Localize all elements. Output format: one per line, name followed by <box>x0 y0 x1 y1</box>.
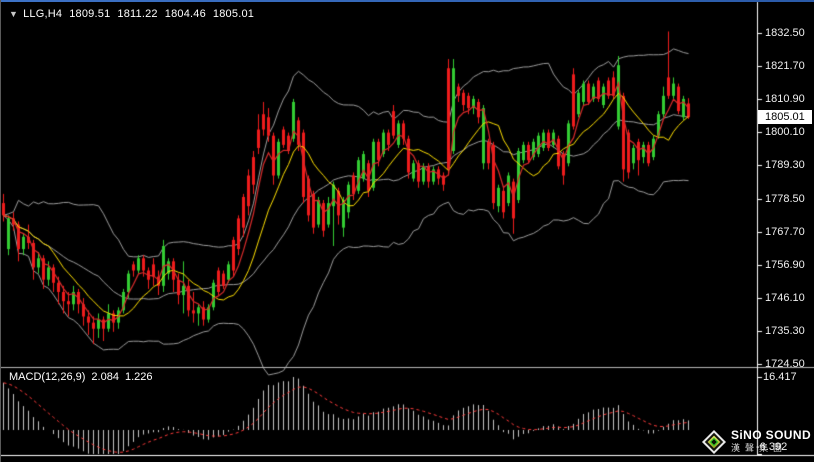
price-tick-label: 1832.50 <box>765 27 805 39</box>
logo-subtitle: 漢聲集團 <box>731 443 788 453</box>
price-tick-label: 1810.90 <box>765 93 805 106</box>
symbol-label: LLG,H4 <box>23 8 63 20</box>
price-tick-label: 1821.70 <box>765 60 805 73</box>
logo-name: SiNO SOUND <box>731 428 812 442</box>
macd-scale-min: -6.392 <box>756 441 788 453</box>
price-tick-label: 1724.50 <box>765 358 805 370</box>
chevron-down-icon[interactable]: ▼ <box>9 9 19 19</box>
window-top-frame <box>0 0 814 2</box>
quote-high: 1811.22 <box>117 8 158 20</box>
quote-open: 1809.51 <box>69 8 111 20</box>
quote-close: 1805.01 <box>212 8 255 20</box>
price-tick-label: 1746.10 <box>765 291 805 304</box>
window-left-frame <box>0 0 1 462</box>
current-price-badge: 1805.01 <box>758 110 812 125</box>
broker-logo: SiNO SOUND 漢聲集團 <box>701 427 811 457</box>
symbol-header: ▼ LLG,H4 1809.51 1811.22 1804.46 1805.01 <box>9 8 261 20</box>
diamond-logo-icon <box>701 429 727 455</box>
price-tick-label: 1800.10 <box>765 126 805 139</box>
price-tick-label: 1756.90 <box>765 258 805 271</box>
macd-signal-value: 1.226 <box>124 371 153 383</box>
quote-low: 1804.46 <box>164 8 206 20</box>
macd-scale-max: 16.417 <box>763 371 797 383</box>
macd-name: MACD(12,26,9) <box>9 371 86 383</box>
price-tick-label: 1735.30 <box>765 324 805 337</box>
price-tick-label: 1778.50 <box>765 192 805 205</box>
price-tick-label: 1767.70 <box>765 225 805 238</box>
macd-main-value: 2.084 <box>91 371 119 383</box>
price-tick-label: 1789.30 <box>765 159 805 172</box>
macd-indicator-label: MACD(12,26,9) 2.084 1.226 <box>9 371 158 383</box>
